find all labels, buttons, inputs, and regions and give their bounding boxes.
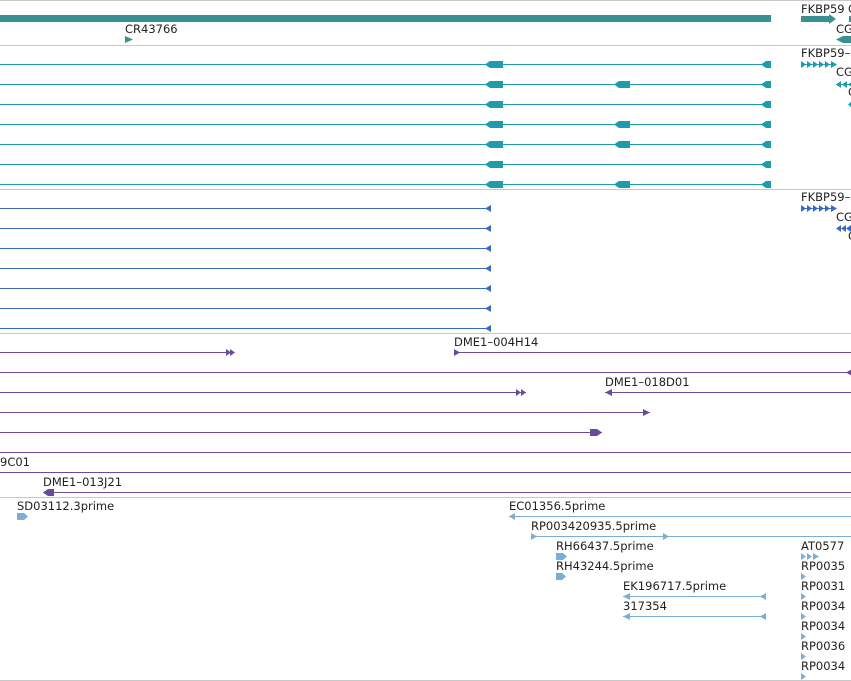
est-label[interactable]: RP0034 (801, 599, 845, 613)
gene-feature[interactable] (801, 16, 829, 22)
clone-label-dme1-013j21[interactable]: DME1–013J21 (43, 475, 122, 489)
exon-block[interactable] (485, 141, 503, 148)
strand-arrow-icon (848, 101, 851, 108)
strand-arrow-icon (829, 14, 836, 24)
exon-block[interactable] (761, 161, 771, 168)
strand-arrow-icon (801, 653, 806, 660)
exon-block[interactable] (485, 325, 491, 332)
gene-label-g[interactable]: G (848, 2, 851, 16)
exon-block[interactable] (485, 285, 491, 292)
strand-arrow-icon (516, 389, 526, 396)
exon-block[interactable] (485, 121, 503, 128)
exon-block[interactable] (485, 245, 491, 252)
gene-label-cg[interactable]: CG (836, 210, 851, 224)
strand-arrow-icon (801, 613, 806, 620)
est-label[interactable]: RP0034 (801, 659, 845, 673)
exon-block[interactable] (485, 205, 491, 212)
strand-arrow-icon (836, 81, 851, 88)
strand-arrow-icon (846, 369, 851, 376)
strand-arrow-icon (663, 533, 669, 540)
est-track: SD03112.3prime EC01356.5prime RP00342093… (17, 499, 851, 680)
strand-arrow-icon (801, 673, 806, 680)
est-label[interactable]: SD03112.3prime (17, 499, 114, 513)
gene-feature[interactable] (843, 36, 851, 43)
bac-clone-track: DME1–004H14 DME1–018D01 9C01 DME1–013J21 (0, 335, 851, 496)
strand-arrow-icon (836, 225, 851, 232)
strand-arrow-icon (801, 61, 837, 68)
exon-block[interactable] (614, 141, 630, 148)
exon-block[interactable] (485, 101, 503, 108)
est-label[interactable]: 317354 (623, 599, 667, 613)
exon-block[interactable] (614, 181, 630, 188)
est-feature[interactable] (556, 573, 566, 580)
strand-arrow-icon (590, 429, 602, 436)
strand-arrow-icon (801, 205, 837, 212)
est-label[interactable]: RP0036 (801, 639, 845, 653)
est-feature[interactable] (17, 513, 28, 520)
exon-block[interactable] (761, 81, 771, 88)
exon-block[interactable] (761, 141, 771, 148)
est-label[interactable]: EC01356.5prime (509, 499, 605, 513)
clone-label-9c01[interactable]: 9C01 (0, 455, 30, 469)
est-label[interactable]: RP0035 (801, 559, 845, 573)
exon-block[interactable] (761, 61, 771, 68)
est-label[interactable]: RH66437.5prime (556, 539, 654, 553)
exon-block[interactable] (614, 81, 630, 88)
est-label[interactable]: RH43244.5prime (556, 559, 654, 573)
strand-arrow-icon (43, 489, 54, 496)
clone-label-dme1-018d01[interactable]: DME1–018D01 (605, 375, 690, 389)
est-feature[interactable] (556, 553, 567, 560)
est-label[interactable]: RP003420935.5prime (531, 519, 656, 533)
gene-label-fkbp59-dash[interactable]: FKBP59– (801, 190, 851, 204)
strand-arrow-icon (605, 389, 612, 396)
strand-arrow-icon (836, 36, 843, 43)
gene-label-fkbp59[interactable]: FKBP59 (801, 2, 845, 16)
exon-block[interactable] (485, 61, 503, 68)
est-label[interactable]: EK196717.5prime (623, 579, 726, 593)
est-label[interactable]: AT0577 (801, 539, 844, 553)
exon-block[interactable] (761, 121, 771, 128)
gene-feature[interactable] (849, 16, 851, 22)
gene-label-fkbp59-dash[interactable]: FKBP59– (801, 46, 851, 60)
exon-block[interactable] (485, 161, 503, 168)
strand-arrow-icon (801, 553, 819, 560)
gene-label-cg[interactable]: CG (836, 65, 851, 79)
strand-arrow-icon (643, 409, 650, 416)
gene-feature[interactable] (0, 15, 771, 22)
gene-label-c[interactable]: C (848, 85, 851, 99)
exon-block[interactable] (485, 265, 491, 272)
transcript-track-teal: FKBP59– CG C (0, 46, 851, 188)
strand-arrow-icon (623, 593, 630, 600)
gene-label-cr43766[interactable]: CR43766 (125, 22, 178, 36)
exon-block[interactable] (761, 101, 771, 108)
strand-arrow-icon (509, 513, 515, 520)
gene-label-cg[interactable]: CG (836, 22, 851, 36)
strand-arrow-icon (760, 613, 766, 620)
transcript-track-blue: FKBP59– CG C (0, 190, 851, 332)
exon-block[interactable] (485, 225, 491, 232)
strand-arrow-icon (454, 349, 460, 356)
exon-block[interactable] (761, 181, 771, 188)
strand-arrow-icon (623, 613, 630, 620)
strand-arrow-icon (801, 573, 806, 580)
exon-block[interactable] (614, 121, 630, 128)
gene-label-c[interactable]: C (848, 229, 851, 243)
strand-arrow-icon (760, 593, 766, 600)
strand-arrow-icon (125, 36, 133, 43)
exon-block[interactable] (485, 181, 503, 188)
clone-label-dme1-004h14[interactable]: DME1–004H14 (454, 335, 538, 349)
strand-arrow-icon (801, 633, 806, 640)
exon-block[interactable] (485, 81, 503, 88)
strand-arrow-icon (226, 349, 235, 356)
est-label[interactable]: RP0031 (801, 579, 845, 593)
est-label[interactable]: RP0034 (801, 619, 845, 633)
gene-model-track: FKBP59 G CR43766 CG (0, 2, 851, 43)
strand-arrow-icon (531, 533, 537, 540)
exon-block[interactable] (485, 305, 491, 312)
strand-arrow-icon (801, 593, 806, 600)
